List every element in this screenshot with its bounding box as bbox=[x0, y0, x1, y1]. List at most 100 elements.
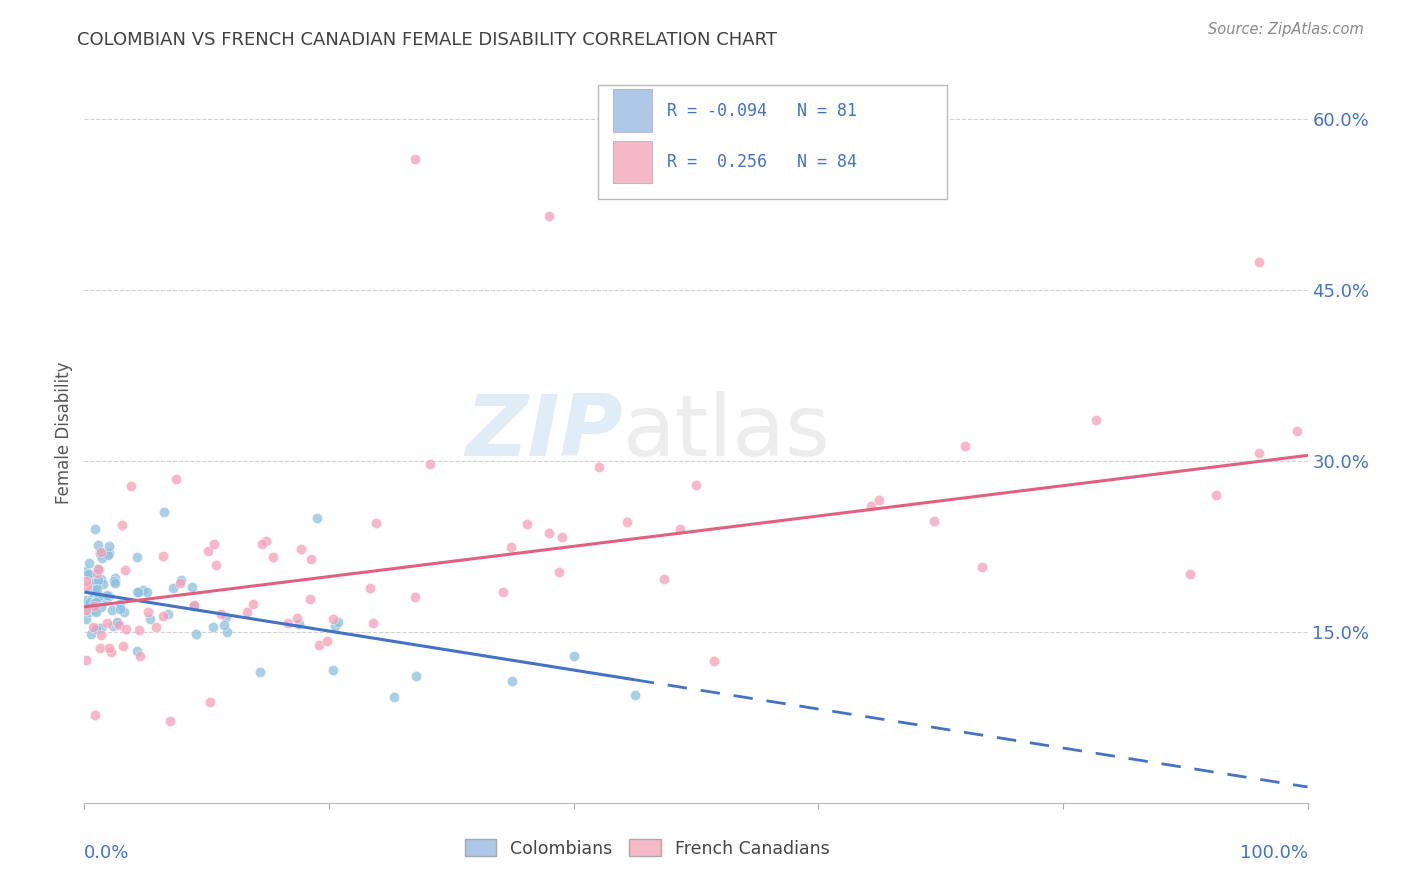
Point bbox=[83, 582, 105, 597]
Point bbox=[198, 695, 221, 709]
Point bbox=[405, 668, 427, 682]
Point bbox=[201, 620, 224, 634]
FancyBboxPatch shape bbox=[598, 85, 946, 200]
Point bbox=[97, 590, 120, 604]
Point bbox=[115, 622, 138, 636]
Point bbox=[84, 708, 107, 723]
Point bbox=[79, 567, 101, 582]
Point bbox=[288, 616, 311, 631]
Point bbox=[562, 648, 585, 663]
Point bbox=[1247, 254, 1270, 268]
Point bbox=[145, 620, 167, 634]
Point bbox=[90, 572, 112, 586]
Point bbox=[132, 582, 155, 597]
Point bbox=[100, 645, 122, 659]
Point bbox=[214, 617, 236, 632]
Point bbox=[127, 644, 149, 658]
Point bbox=[322, 612, 344, 626]
Point bbox=[77, 556, 100, 570]
Point bbox=[104, 576, 127, 591]
Point bbox=[87, 538, 110, 552]
Point bbox=[285, 611, 308, 625]
Point bbox=[80, 583, 103, 598]
Point bbox=[152, 609, 174, 624]
Point bbox=[86, 622, 108, 636]
Point bbox=[83, 522, 105, 536]
Point bbox=[86, 574, 108, 588]
Point bbox=[96, 616, 118, 631]
Point bbox=[98, 539, 121, 553]
Point bbox=[169, 576, 191, 591]
Point bbox=[215, 625, 238, 640]
Point bbox=[953, 439, 976, 453]
Point bbox=[183, 599, 205, 613]
Point bbox=[290, 541, 312, 556]
Point bbox=[101, 619, 124, 633]
Point bbox=[972, 559, 994, 574]
Point bbox=[669, 522, 692, 536]
Point bbox=[922, 514, 945, 528]
Point bbox=[107, 615, 129, 630]
Point bbox=[79, 594, 101, 608]
Point bbox=[75, 596, 97, 610]
Legend: Colombians, French Canadians: Colombians, French Canadians bbox=[458, 832, 837, 864]
Point bbox=[75, 574, 97, 588]
Point bbox=[323, 619, 346, 633]
Point bbox=[538, 525, 561, 540]
Point bbox=[91, 577, 114, 591]
Point bbox=[127, 585, 149, 599]
Point bbox=[98, 546, 121, 560]
Point bbox=[90, 550, 112, 565]
Point bbox=[75, 603, 97, 617]
Point bbox=[165, 472, 187, 486]
Y-axis label: Female Disability: Female Disability bbox=[55, 361, 73, 504]
Point bbox=[204, 537, 226, 551]
Point bbox=[215, 609, 238, 624]
Point bbox=[152, 549, 174, 563]
Point bbox=[1178, 566, 1201, 581]
Point bbox=[250, 537, 273, 551]
Point bbox=[103, 574, 125, 588]
Text: Source: ZipAtlas.com: Source: ZipAtlas.com bbox=[1208, 22, 1364, 37]
Point bbox=[869, 493, 891, 508]
Point bbox=[108, 602, 131, 616]
Point bbox=[105, 615, 128, 629]
Point bbox=[97, 548, 120, 562]
Point bbox=[89, 545, 111, 559]
Point bbox=[79, 605, 101, 619]
Point bbox=[860, 500, 883, 514]
FancyBboxPatch shape bbox=[613, 141, 652, 184]
Point bbox=[120, 479, 142, 493]
Point bbox=[125, 585, 148, 599]
Point bbox=[82, 620, 104, 634]
Point bbox=[111, 518, 134, 533]
Point bbox=[277, 615, 299, 630]
Point bbox=[96, 588, 118, 602]
Point bbox=[262, 549, 284, 564]
Point bbox=[249, 665, 271, 680]
Point bbox=[84, 577, 107, 591]
Text: 0.0%: 0.0% bbox=[84, 844, 129, 862]
Point bbox=[652, 572, 675, 586]
Point bbox=[112, 639, 135, 653]
Point bbox=[90, 545, 112, 559]
Point bbox=[516, 516, 538, 531]
Point bbox=[538, 209, 561, 223]
Point bbox=[83, 603, 105, 617]
Point bbox=[157, 607, 180, 621]
Point bbox=[254, 533, 277, 548]
Point bbox=[86, 566, 108, 581]
Point bbox=[128, 624, 150, 638]
Point bbox=[1285, 424, 1308, 438]
Point bbox=[86, 621, 108, 635]
Point bbox=[491, 585, 513, 599]
Point bbox=[108, 617, 131, 632]
Point bbox=[89, 589, 111, 603]
Point bbox=[93, 594, 115, 608]
Point bbox=[87, 562, 110, 576]
Point bbox=[361, 615, 384, 630]
Point bbox=[75, 611, 97, 625]
Point bbox=[76, 579, 98, 593]
Point bbox=[112, 605, 135, 619]
Point bbox=[550, 530, 572, 544]
